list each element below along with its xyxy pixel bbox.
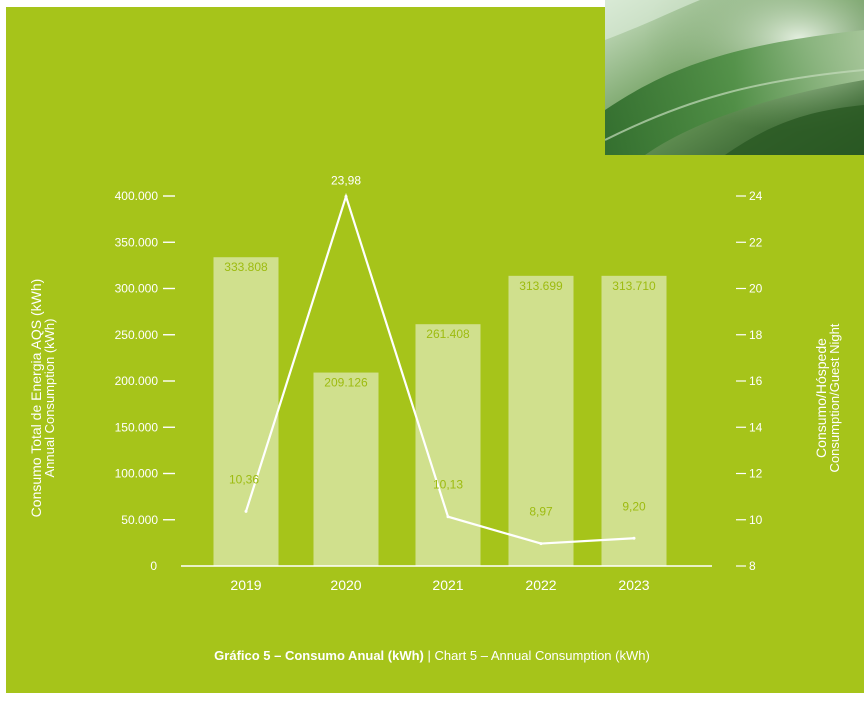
bars-group [213, 257, 667, 566]
line-point-2022 [539, 542, 543, 546]
bar-2019 [213, 257, 279, 566]
left-tick-label: 300.000 [115, 282, 159, 296]
left-tick-label: 50.000 [121, 513, 158, 527]
caption-separator: | [423, 648, 435, 663]
bar-2023 [601, 275, 667, 566]
leaf-image [605, 0, 864, 155]
x-tick-label-2022: 2022 [525, 577, 556, 593]
x-axis: 2019 2020 2021 2022 2023 [181, 565, 712, 593]
line-point-2019 [244, 509, 248, 513]
right-tick-label: 10 [749, 513, 763, 527]
right-tick-label: 12 [749, 467, 763, 481]
bar-label-2019: 333.808 [224, 260, 268, 274]
right-tick-label: 16 [749, 374, 763, 388]
left-tick-label: 400.000 [115, 189, 159, 203]
x-tick-label-2019: 2019 [230, 577, 261, 593]
left-axis: 0 50.000 100.000 150.000 200.000 250.000 300.0… [115, 189, 175, 573]
right-axis-title: Consumo/Hóspede Consumption/Guest Night [813, 238, 842, 558]
line-label-2023: 9,20 [622, 499, 646, 513]
line-label-2022: 8,97 [529, 505, 553, 519]
right-axis-title-sub: Consumption/Guest Night [827, 323, 842, 473]
line-point-2023 [632, 536, 636, 540]
bar-label-2023: 313.710 [612, 279, 656, 293]
bar-labels-group: 333.808 209.126 261.408 313.699 313.710 [224, 260, 656, 389]
right-axis-title-main: Consumo/Hóspede [813, 338, 829, 458]
right-tick-label: 18 [749, 328, 763, 342]
bar-2022 [508, 275, 574, 566]
right-tick-label: 24 [749, 189, 763, 203]
left-axis-title-sub: Annual Consumption (kWh) [42, 318, 57, 478]
left-tick-label: 350.000 [115, 235, 159, 249]
caption-bold: Gráfico 5 – Consumo Anual (kWh) [214, 648, 424, 663]
right-tick-label: 20 [749, 282, 763, 296]
line-label-2019: 10,36 [229, 472, 259, 486]
left-tick-label: 250.000 [115, 328, 159, 342]
line-group: 10,36 23,98 10,13 8,97 9,20 [229, 173, 646, 546]
line-label-2020: 23,98 [331, 173, 361, 187]
aloe-leaf-photo [605, 0, 864, 155]
left-tick-label: 200.000 [115, 374, 159, 388]
bar-2020 [313, 372, 379, 566]
right-tick-label: 14 [749, 420, 763, 434]
right-axis: 8 10 12 14 16 18 20 22 24 [736, 189, 763, 573]
line-label-2021: 10,13 [433, 478, 463, 492]
bar-label-2022: 313.699 [519, 279, 563, 293]
right-tick-label: 8 [749, 559, 756, 573]
chart-caption: Gráfico 5 – Consumo Anual (kWh) | Chart … [0, 648, 864, 663]
left-tick-label: 150.000 [115, 420, 159, 434]
x-tick-label-2020: 2020 [330, 577, 361, 593]
bar-label-2021: 261.408 [426, 327, 470, 341]
x-tick-label-2021: 2021 [432, 577, 463, 593]
left-axis-title-main: Consumo Total de Energia AQS (kWh) [28, 278, 44, 518]
left-axis-title: Consumo Total de Energia AQS (kWh) Annua… [28, 238, 57, 558]
line-point-2021 [446, 515, 450, 519]
bar-label-2020: 209.126 [324, 376, 368, 390]
left-tick-label: 100.000 [115, 467, 159, 481]
right-tick-label: 22 [749, 235, 763, 249]
left-tick-label: 0 [150, 559, 157, 573]
caption-rest: Chart 5 – Annual Consumption (kWh) [434, 648, 650, 663]
x-tick-label-2023: 2023 [618, 577, 649, 593]
line-point-2020 [344, 194, 348, 198]
